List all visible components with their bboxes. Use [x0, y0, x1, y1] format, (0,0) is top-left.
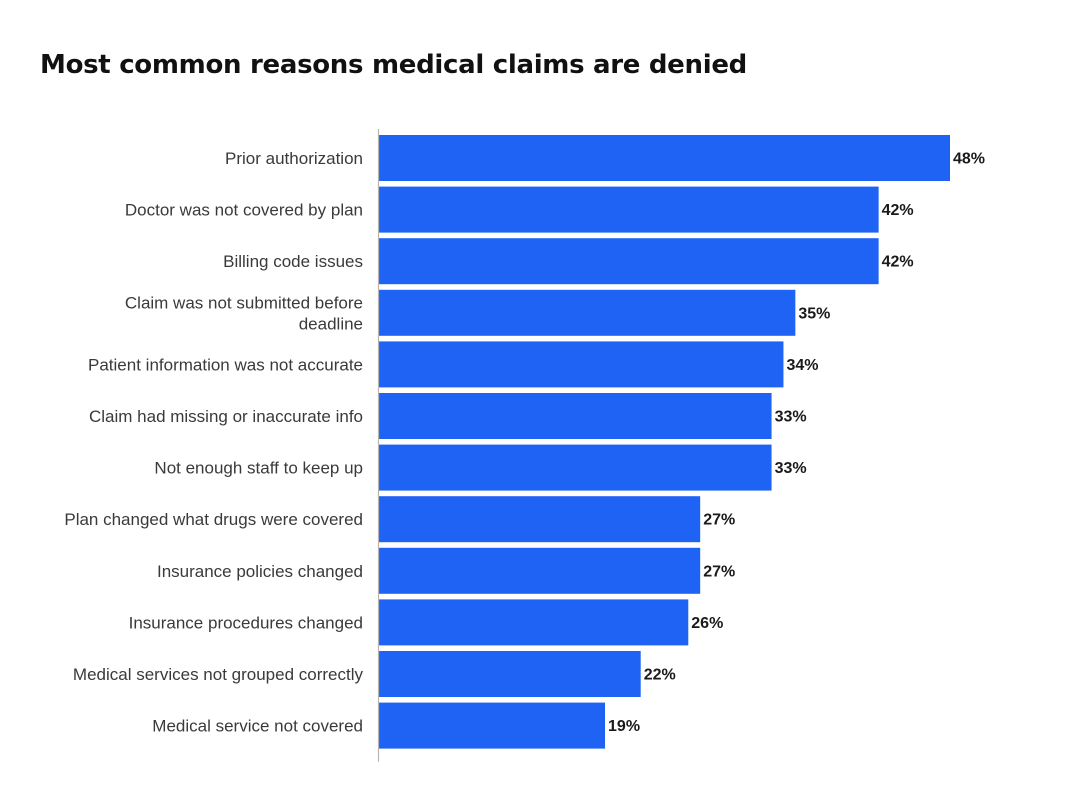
bar [379, 496, 701, 543]
category-label: Insurance policies changed [157, 562, 363, 581]
bar [379, 393, 772, 439]
category-label: Claim had missing or inaccurate info [89, 407, 363, 426]
bar [379, 599, 689, 646]
value-label: 33% [775, 460, 807, 477]
category-label: Insurance procedures changed [129, 613, 363, 632]
value-label: 19% [608, 718, 640, 735]
category-label: Billing code issues [223, 252, 363, 271]
value-labels-group: 48% 42% 42% 35% 34% 33% 33% 27% 27% 26% 22% 19% [608, 151, 985, 736]
category-label: Medical services not grouped correctly [73, 665, 364, 684]
category-label: Not enough staff to keep up [154, 459, 363, 478]
value-label: 48% [953, 151, 985, 168]
value-label: 27% [703, 512, 735, 529]
category-label: Claim was not submitted before deadline [125, 293, 363, 333]
category-label: Plan changed what drugs were covered [64, 510, 363, 529]
category-label: Prior authorization [225, 149, 363, 168]
chart-title: Most common reasons medical claims are d… [40, 50, 747, 80]
bar [379, 547, 701, 594]
bar [379, 702, 606, 749]
value-label: 22% [644, 667, 676, 684]
bar [379, 135, 950, 181]
value-label: 33% [775, 409, 807, 426]
bar [379, 289, 796, 336]
category-label: Doctor was not covered by plan [125, 201, 363, 220]
value-label: 26% [691, 615, 723, 632]
category-label: Medical service not covered [152, 717, 363, 736]
value-label: 27% [703, 563, 735, 580]
bar [379, 238, 879, 285]
value-label: 35% [798, 305, 830, 322]
category-labels-group: Prior authorization Doctor was not covere… [64, 149, 363, 736]
bar [379, 186, 879, 233]
value-label: 34% [786, 357, 818, 374]
bar [379, 444, 772, 491]
category-label: Patient information was not accurate [88, 355, 363, 374]
bar [379, 651, 641, 697]
value-label: 42% [882, 202, 914, 219]
bars-group [379, 135, 950, 749]
bar [379, 341, 784, 388]
value-label: 42% [882, 254, 914, 271]
